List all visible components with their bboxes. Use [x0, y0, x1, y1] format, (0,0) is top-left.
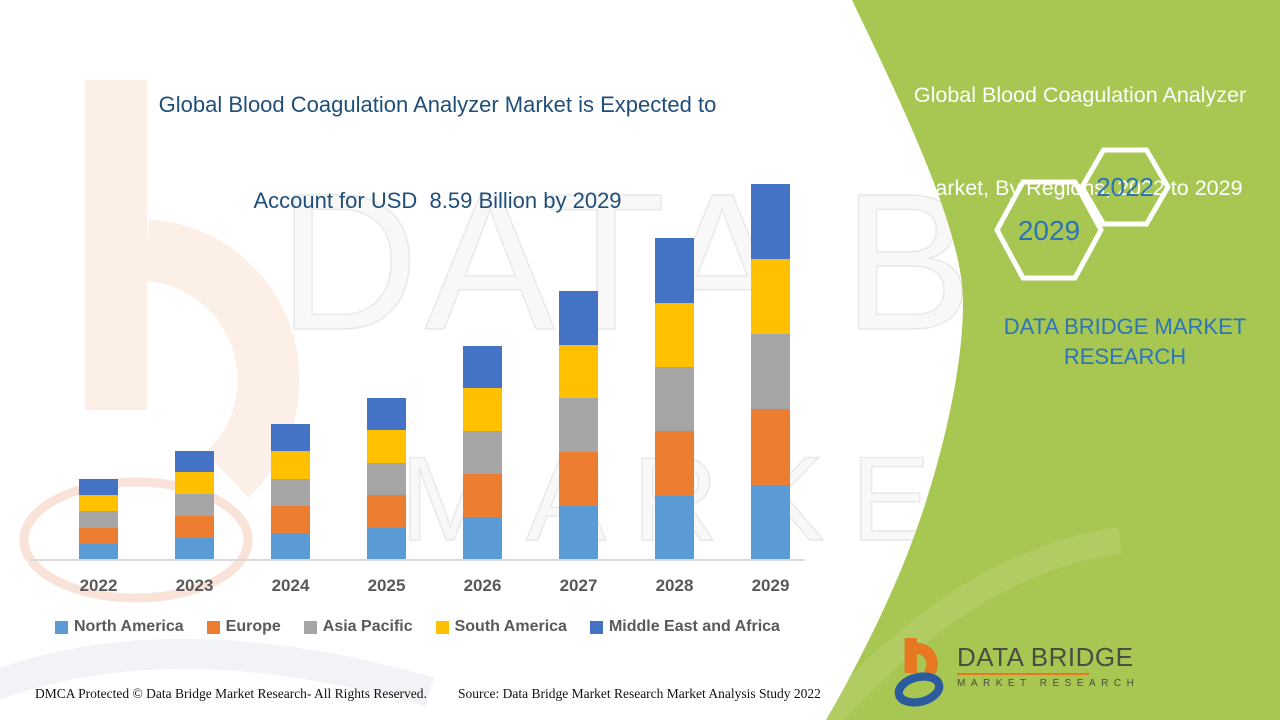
legend-swatch-icon [55, 620, 68, 634]
bar-segment-middle-east-and-africa-2029 [751, 183, 790, 259]
hexagon-2022 [1079, 147, 1171, 227]
bar-segment-south-america-2022 [79, 495, 118, 512]
x-axis-label-2023: 2023 [175, 576, 214, 595]
logo-divider [957, 673, 1089, 675]
bar-segment-asia-pacific-2024 [271, 478, 310, 506]
bar-segment-europe-2023 [175, 516, 214, 539]
x-axis-line [30, 559, 805, 561]
x-axis-label-2025: 2025 [367, 576, 406, 595]
panel-title: Global Blood Coagulation Analyzer Market… [885, 18, 1275, 266]
bar-segment-europe-2028 [655, 431, 694, 496]
badge-end-year: 2029 [1018, 215, 1080, 246]
bar-segment-north-america-2022 [79, 543, 118, 560]
page-title-line1: Global Blood Coagulation Analyzer Market… [158, 92, 717, 117]
legend-item-north-america: North America [55, 618, 184, 636]
bar-segment-south-america-2023 [175, 472, 214, 495]
chart-legend: North America Europe Asia Pacific South Ame… [55, 618, 780, 636]
panel-title-line1: Global Blood Coagulation Analyzer [913, 83, 1247, 107]
dbmr-logo-text: DATA BRIDGE MARKET RESEARCH [957, 644, 1139, 689]
legend-label: Asia Pacific [322, 618, 413, 635]
x-axis-label-2022: 2022 [79, 576, 118, 595]
bar-segment-asia-pacific-2029 [751, 334, 790, 410]
panel-title-line2: Market, By Regions, 2022 to 2029 [917, 176, 1243, 200]
bar-segment-north-america-2029 [751, 484, 790, 560]
bar-segment-north-america-2025 [367, 527, 406, 560]
bar-segment-south-america-2024 [271, 451, 310, 479]
dbmr-logo-icon [894, 638, 944, 707]
bar-segment-asia-pacific-2025 [367, 462, 406, 496]
bar-segment-asia-pacific-2022 [79, 511, 118, 528]
badge-start-year: 2022 [1096, 172, 1154, 202]
bar-segment-north-america-2027 [559, 506, 598, 560]
bar-segment-europe-2026 [463, 474, 502, 518]
legend-label: Europe [225, 618, 281, 635]
bar-segment-middle-east-and-africa-2022 [79, 479, 118, 496]
bar-segment-europe-2029 [751, 409, 790, 485]
bar-segment-asia-pacific-2027 [559, 398, 598, 453]
x-axis-label-2026: 2026 [463, 576, 502, 595]
bar-segment-south-america-2025 [367, 430, 406, 463]
bar-segment-europe-2022 [79, 527, 118, 544]
x-axis-label-2028: 2028 [655, 576, 694, 595]
page-title: Global Blood Coagulation Analyzer Market… [60, 25, 815, 281]
bar-segment-europe-2024 [271, 505, 310, 533]
x-axis-label-2029: 2029 [751, 576, 790, 595]
legend-swatch-icon [303, 620, 317, 634]
bar-segment-south-america-2028 [655, 302, 694, 367]
bar-segment-north-america-2028 [655, 495, 694, 560]
dmca-notice: DMCA Protected © Data Bridge Market Rese… [35, 686, 427, 701]
source-note: Source: Data Bridge Market Research Mark… [458, 686, 821, 701]
year-badges: 2029 2022 [994, 147, 1171, 281]
bar-segment-europe-2027 [559, 452, 598, 507]
legend-swatch-icon [206, 620, 220, 634]
bar-segment-north-america-2024 [271, 532, 310, 560]
bar-segment-north-america-2023 [175, 538, 214, 560]
bar-segment-middle-east-and-africa-2023 [175, 450, 214, 473]
bar-segment-europe-2025 [367, 495, 406, 528]
bar-segment-middle-east-and-africa-2024 [271, 424, 310, 452]
bar-segment-asia-pacific-2028 [655, 366, 694, 432]
page-title-line2: Account for USD 8.59 Billion by 2029 [253, 188, 622, 213]
legend-swatch-icon [589, 620, 603, 634]
legend-swatch-icon [435, 620, 449, 634]
bar-segment-south-america-2026 [463, 388, 502, 432]
legend-item-middle-east-and-africa: Middle East and Africa [589, 618, 780, 636]
legend-item-asia-pacific: Asia Pacific [303, 618, 413, 636]
brand-name-text: DATA BRIDGE MARKET RESEARCH [1003, 314, 1247, 369]
legend-label: Middle East and Africa [608, 618, 780, 635]
bar-segment-middle-east-and-africa-2025 [367, 398, 406, 431]
logo-subtitle: MARKET RESEARCH [957, 678, 1140, 689]
legend-label: North America [74, 618, 184, 635]
bar-segment-south-america-2027 [559, 344, 598, 399]
bar-segment-middle-east-and-africa-2026 [463, 345, 502, 389]
bar-segment-middle-east-and-africa-2028 [655, 238, 694, 303]
dbmr-logo: DATA BRIDGE MARKET RESEARCH [891, 636, 1139, 708]
bar-segment-middle-east-and-africa-2027 [559, 290, 598, 345]
legend-item-europe: Europe [206, 618, 281, 636]
legend-item-south-america: South America [435, 618, 567, 636]
x-axis-label-2027: 2027 [559, 576, 598, 595]
bar-segment-asia-pacific-2026 [463, 431, 502, 475]
logo-title: DATA BRIDGE [957, 642, 1134, 672]
x-axis-label-2024: 2024 [271, 576, 310, 595]
bar-segment-north-america-2026 [463, 517, 502, 560]
bar-segment-asia-pacific-2023 [175, 494, 214, 517]
hexagon-2029 [994, 179, 1104, 281]
legend-label: South America [454, 618, 567, 635]
bar-segment-south-america-2029 [751, 258, 790, 335]
